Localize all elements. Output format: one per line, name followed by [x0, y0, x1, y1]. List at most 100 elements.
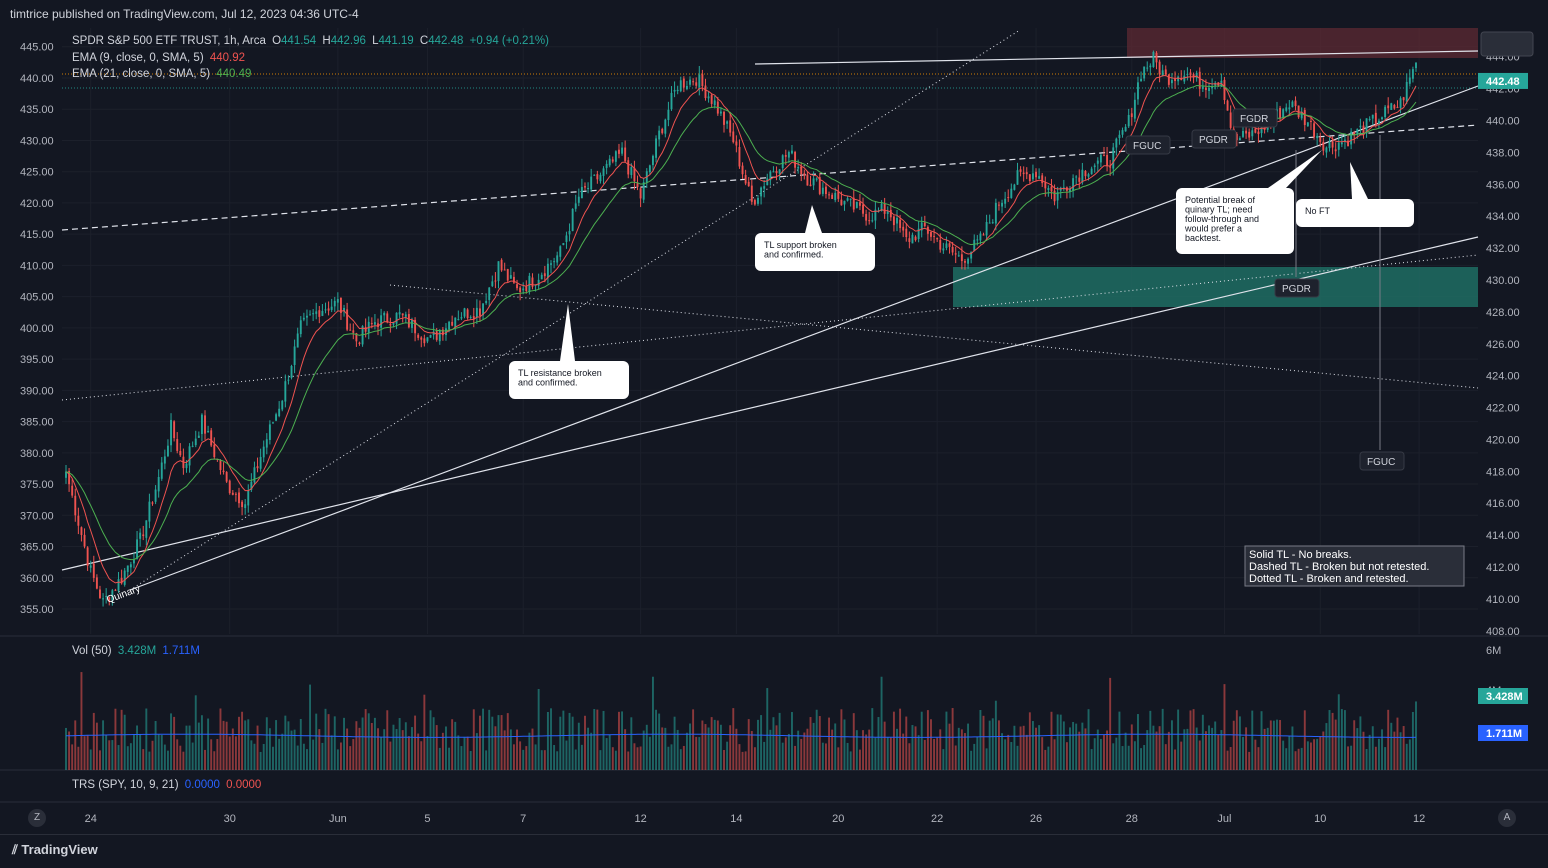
volume-bar — [1183, 729, 1186, 770]
dotted-trendline — [129, 29, 1021, 591]
volume-bar — [1229, 747, 1232, 770]
candle-body — [1038, 176, 1041, 179]
volume-axis-tick: 6M — [1486, 645, 1501, 657]
volume-bar — [543, 750, 546, 770]
candle-body — [197, 435, 200, 438]
volume-bar — [1331, 712, 1334, 770]
volume-bar — [324, 708, 327, 770]
candle-body — [1186, 73, 1189, 75]
volume-bar — [559, 716, 562, 770]
volume-value-1: 3.428M — [117, 645, 157, 657]
volume-bar — [299, 718, 302, 770]
low-label: L — [372, 35, 379, 47]
volume-bar — [874, 737, 877, 770]
x-axis-tick: 20 — [832, 813, 844, 825]
candle-body — [302, 317, 305, 320]
auto-scale-button[interactable]: A — [1498, 809, 1516, 827]
candle-body — [244, 504, 247, 509]
callout-box — [755, 233, 875, 271]
candle-body — [349, 329, 352, 331]
volume-bar — [621, 711, 624, 770]
volume-bar — [336, 749, 339, 770]
tag-fgdr — [1232, 108, 1278, 128]
volume-bar — [1161, 708, 1164, 770]
volume-bar — [1035, 727, 1037, 770]
callout-text: TL resistance broken — [518, 368, 602, 378]
candle-body — [1004, 198, 1007, 204]
candle-body — [624, 147, 627, 162]
callout-box — [1296, 199, 1414, 227]
candle-body — [516, 284, 518, 289]
left-axis-tick: 385.00 — [20, 417, 54, 429]
volume-bar — [1214, 721, 1217, 770]
candle-body — [1415, 62, 1417, 69]
volume-bar — [482, 708, 485, 770]
volume-bar — [228, 736, 231, 770]
volume-bar — [834, 723, 837, 770]
candle-body — [865, 214, 868, 221]
volume-bar — [587, 727, 590, 770]
candle-body — [1053, 190, 1056, 202]
candle-body — [441, 329, 444, 336]
symbol-legend: SPDR S&P 500 ETF TRUST, 1h, Arca O441.54… — [72, 35, 552, 47]
candle-body — [991, 222, 994, 224]
candle-body — [970, 251, 973, 259]
volume-bar — [815, 709, 818, 770]
candle-body — [905, 228, 908, 238]
volume-bar — [1078, 731, 1081, 770]
candle-body — [398, 312, 401, 315]
volume-bar — [871, 708, 874, 770]
candle-body — [1143, 66, 1146, 79]
volume-bar — [1322, 731, 1325, 770]
volume-bar — [948, 723, 951, 770]
candle-body — [1313, 123, 1316, 138]
candle-body — [1285, 107, 1288, 111]
candle-body — [136, 539, 139, 559]
volume-bar — [673, 716, 676, 770]
volume-bar — [1019, 726, 1022, 770]
volume-bar — [290, 730, 293, 770]
volume-bar — [911, 725, 914, 770]
x-axis-tick: 12 — [634, 813, 646, 825]
volume-bar — [1028, 712, 1031, 770]
candle-body — [565, 235, 568, 242]
ema9-label: EMA (9, close, 0, SMA, 5) — [72, 52, 204, 64]
symbol-name: SPDR S&P 500 ETF TRUST, 1h, Arca — [72, 35, 266, 47]
tradingview-logo[interactable]: ⫽ TradingView — [12, 842, 98, 858]
volume-bar — [580, 744, 583, 770]
volume-bar — [933, 738, 936, 770]
candle-body — [525, 286, 528, 292]
candle-body — [485, 300, 488, 304]
trs-value-1: 0.0000 — [184, 779, 220, 791]
candle-body — [858, 202, 861, 206]
candle-body — [491, 281, 494, 287]
volume-bar — [194, 695, 197, 770]
volume-bar — [1362, 731, 1365, 770]
candle-body — [568, 230, 571, 235]
candle-body — [590, 176, 593, 190]
candle-body — [580, 186, 583, 199]
volume-bar — [840, 709, 843, 770]
x-axis-tick: 10 — [1314, 813, 1326, 825]
volume-bar — [438, 747, 441, 770]
volume-bar — [1186, 728, 1189, 770]
volume-bar — [812, 722, 815, 770]
volume-bar — [497, 715, 500, 770]
candle-body — [129, 564, 132, 568]
candle-body — [222, 470, 225, 473]
volume-bar — [126, 746, 129, 770]
timezone-button[interactable]: Z — [28, 809, 46, 827]
volume-bar — [339, 742, 342, 770]
candle-body — [411, 320, 413, 328]
price-chart[interactable]: 445.00 440.00 435.00 430.00 425.00 420.00 415.… — [0, 0, 1548, 834]
volume-bar — [648, 736, 651, 770]
candle-body — [868, 220, 871, 222]
candle-body — [1408, 77, 1411, 84]
volume-bar — [747, 719, 750, 770]
volume-bar — [509, 729, 512, 770]
volume-bar — [562, 710, 565, 770]
volume-bar — [1381, 729, 1383, 770]
candle-body — [719, 111, 722, 114]
volume-bar — [886, 737, 889, 770]
left-axis-tick: 355.00 — [20, 604, 54, 616]
